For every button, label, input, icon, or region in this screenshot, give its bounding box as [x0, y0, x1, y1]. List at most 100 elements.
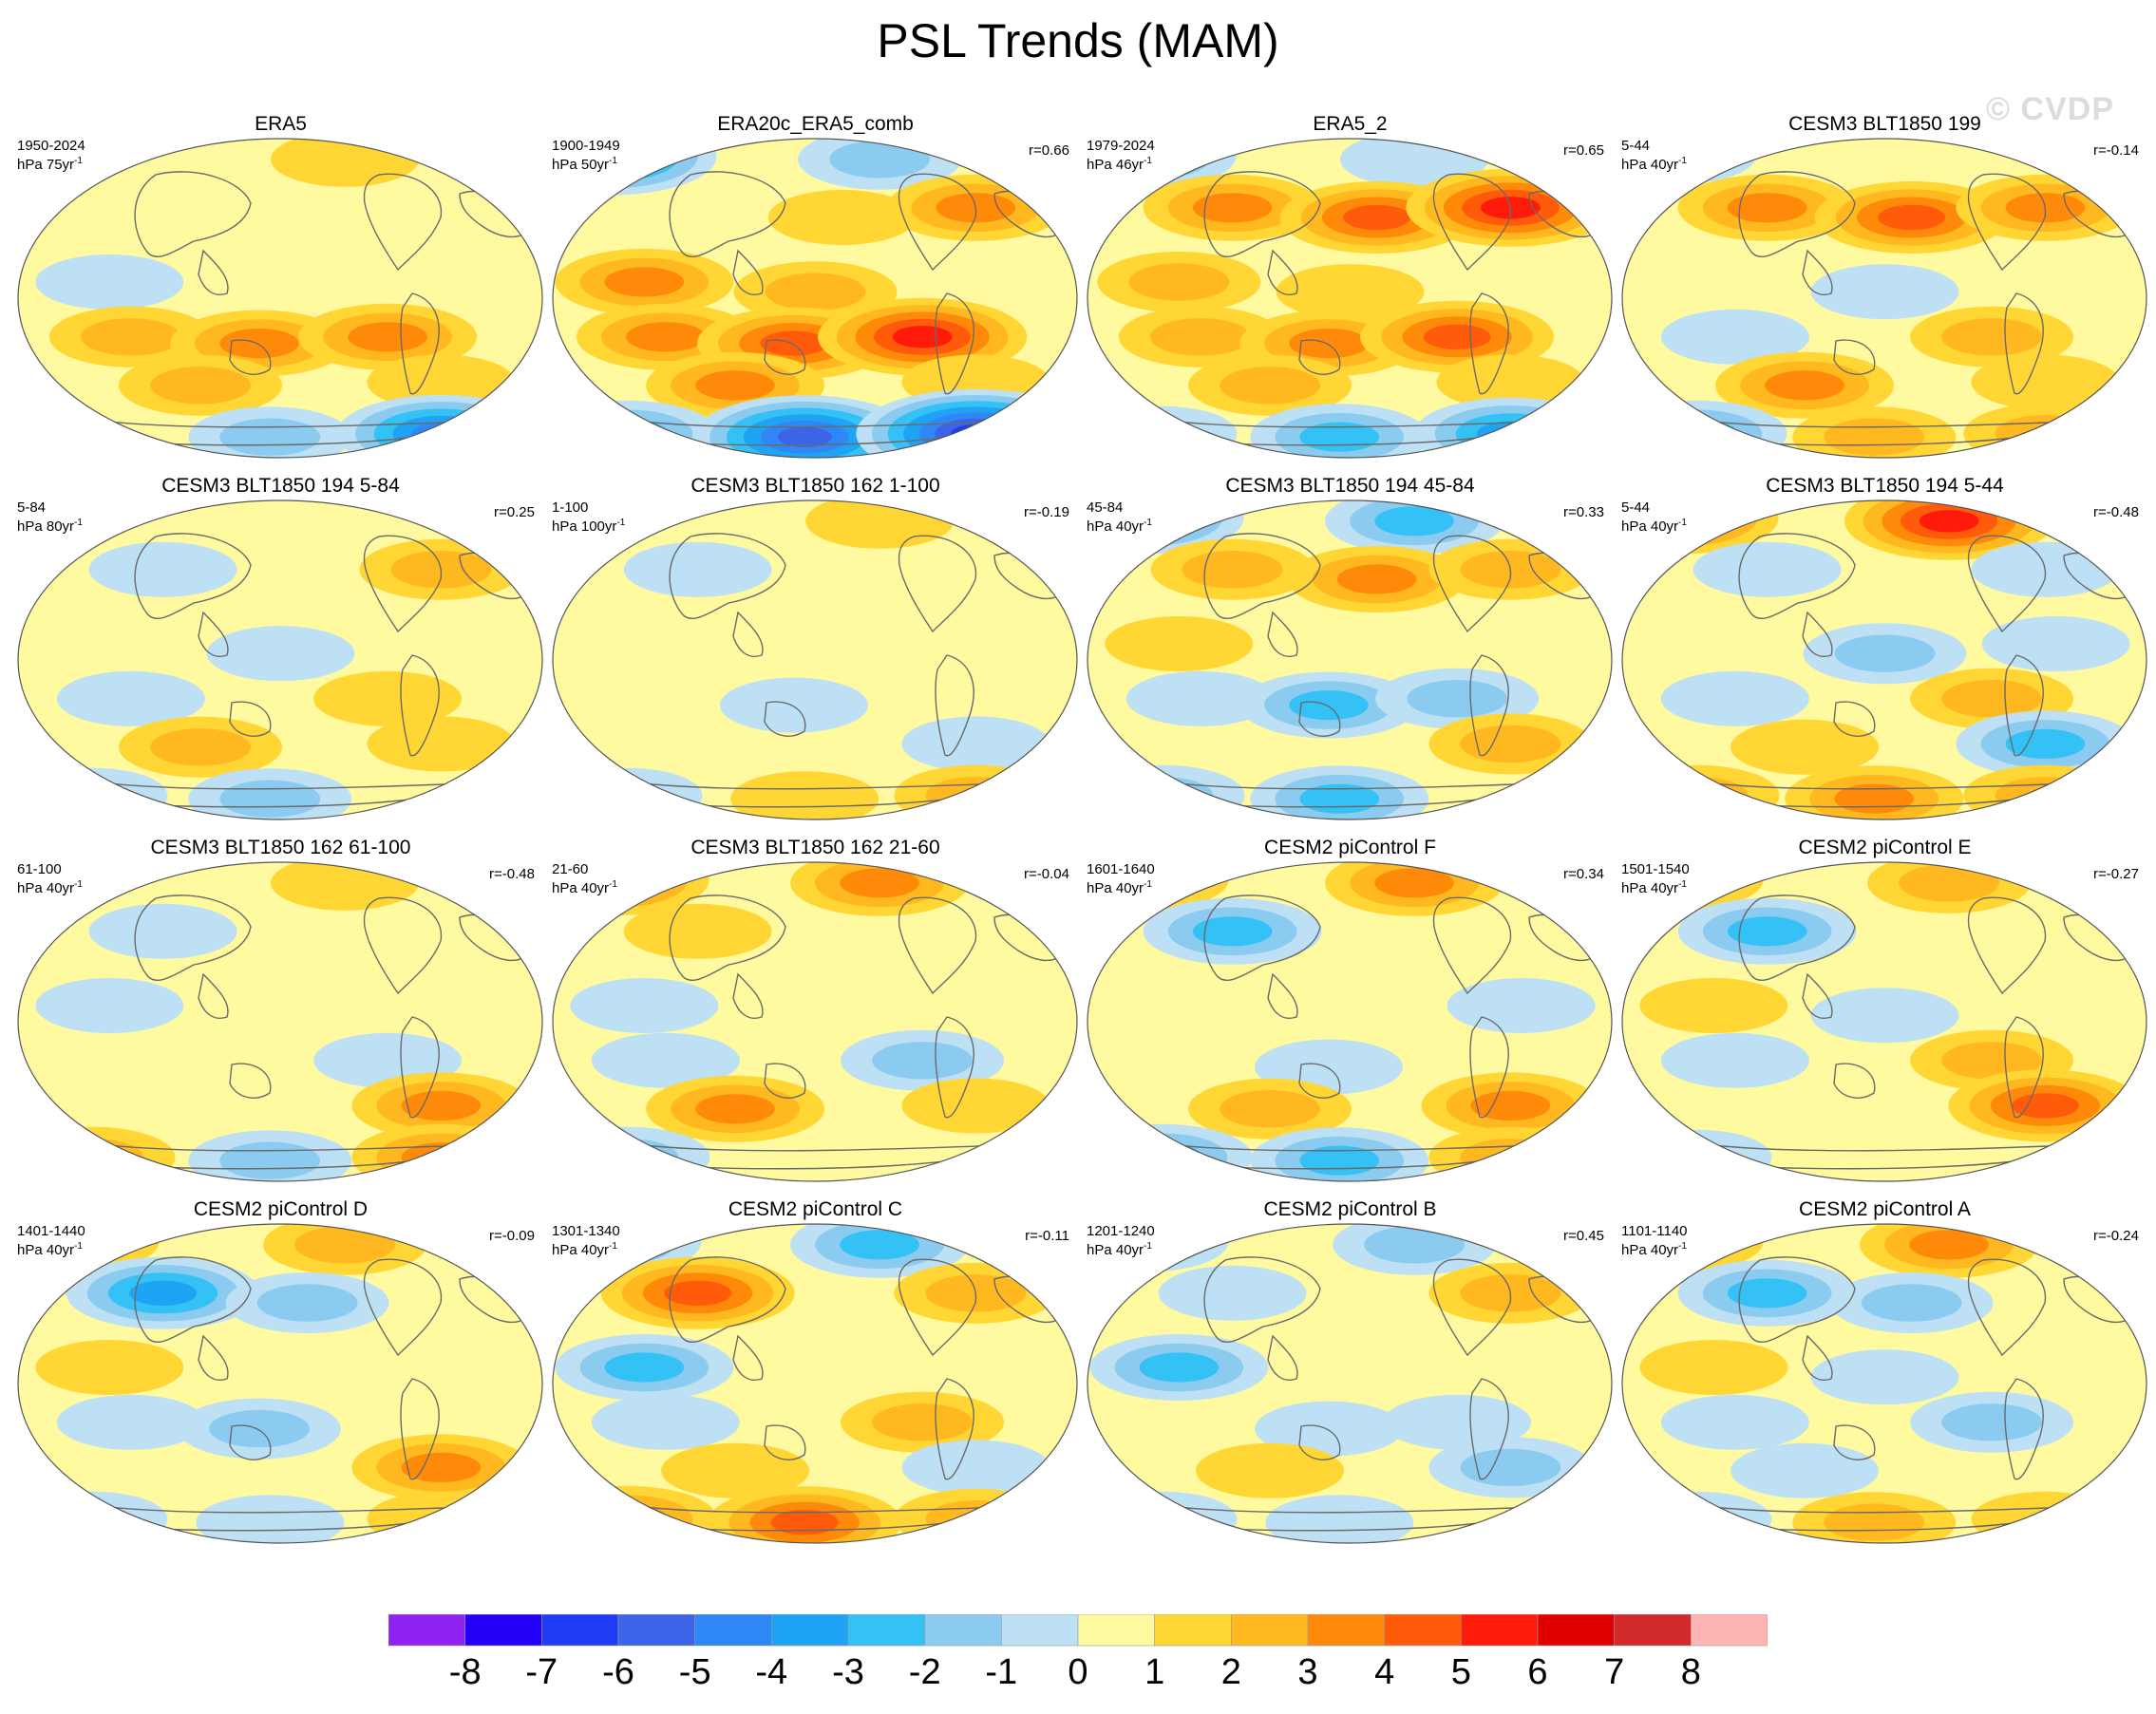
coastline — [363, 896, 443, 995]
coastline — [134, 1256, 252, 1343]
coastline — [2004, 1378, 2044, 1480]
trend-contour — [901, 1440, 1050, 1496]
trend-contour — [1428, 1126, 1593, 1181]
panel-title: CESM2 piControl A — [1799, 1198, 1971, 1220]
map-border — [552, 499, 1078, 820]
trend-contour — [1622, 139, 1756, 184]
trend-contour — [271, 862, 420, 911]
trend-contour — [901, 716, 1050, 772]
trend-contour — [196, 1495, 345, 1543]
panel-period: 1900-1949 — [552, 138, 620, 154]
colorbar-tick-label: -7 — [525, 1652, 558, 1692]
trend-contour — [1455, 413, 1566, 455]
panel-correlation: r=-0.19 — [1024, 504, 1069, 520]
map-panel: CESM3 BLT1850 194 45-84 45-84 hPa 40yr-1 r=… — [1083, 476, 1617, 837]
trend-contour — [1639, 1340, 1788, 1395]
coastline — [134, 171, 252, 257]
colorbar-swatch — [694, 1614, 772, 1647]
coastline — [1469, 292, 1509, 395]
trend-contour — [553, 862, 689, 909]
panel-units: hPa 40yr-1 — [1087, 879, 1152, 896]
trend-contour — [1289, 329, 1369, 359]
map-border — [552, 861, 1078, 1182]
trend-contour — [1091, 500, 1202, 538]
panel-period: 5-44 — [1621, 138, 1651, 154]
coastline — [1469, 1378, 1509, 1480]
panel-title: CESM2 piControl E — [1798, 837, 1972, 858]
trend-contour — [219, 780, 321, 818]
trend-contour — [840, 1230, 919, 1260]
colorbar-swatch — [1231, 1614, 1309, 1647]
map-border — [17, 1223, 543, 1544]
global-map — [17, 861, 543, 1182]
panel-title: CESM3 BLT1850 199 — [1788, 113, 1981, 135]
trend-contour — [43, 1139, 144, 1177]
trend-contour — [570, 978, 719, 1033]
trend-contour — [392, 415, 490, 452]
panel-units: hPa 40yr-1 — [17, 1241, 83, 1258]
coastline — [229, 339, 272, 375]
coastline — [229, 701, 272, 737]
panel-title: ERA20c_ERA5_comb — [717, 113, 914, 135]
trend-contour — [1139, 1352, 1220, 1383]
colorbar-swatch — [771, 1614, 849, 1647]
trend-contour — [1861, 1284, 1962, 1322]
trend-contour — [1995, 777, 2096, 815]
coastline — [1967, 1258, 2047, 1357]
panel-period: 1950-2024 — [17, 138, 85, 154]
colorbar-tick-label: -6 — [602, 1652, 634, 1692]
trend-contour — [1182, 551, 1283, 589]
trend-contour — [1113, 505, 1182, 531]
panel-units: hPa 46yr-1 — [1087, 156, 1152, 173]
colorbar-tick-label: -4 — [755, 1652, 788, 1692]
colorbar-tick-label: -8 — [448, 1652, 482, 1692]
colorbar-tick-label: 4 — [1374, 1652, 1395, 1692]
global-map — [552, 861, 1078, 1182]
panel-units: hPa 40yr-1 — [1621, 156, 1687, 173]
trend-contour — [1730, 1442, 1880, 1498]
coastline — [732, 1334, 764, 1381]
colorbar-tick-label: 8 — [1680, 1652, 1701, 1692]
coastline — [198, 1334, 229, 1381]
coastline — [1267, 1334, 1298, 1381]
panel-title: CESM2 piControl C — [728, 1198, 903, 1220]
trend-contour — [872, 1042, 973, 1080]
trend-contour — [1631, 862, 1732, 899]
trend-contour — [1834, 634, 1936, 672]
panel-correlation: r=-0.27 — [2093, 866, 2139, 882]
coastline — [1802, 972, 1833, 1019]
map-panel: CESM3 BLT1850 199 5-44 hPa 40yr-1 r=-0.14 — [1617, 114, 2152, 475]
coastline — [1967, 896, 2047, 995]
trend-contour — [626, 322, 706, 352]
coastline — [669, 171, 786, 257]
panel-period: 5-84 — [17, 499, 47, 516]
map-panel: ERA5_2 1979-2024 hPa 46yr-1 r=0.65 — [1083, 114, 1617, 475]
trend-contour — [1971, 354, 2120, 410]
map-border — [1621, 861, 2147, 1182]
coastline — [732, 249, 764, 295]
panel-correlation: r=-0.24 — [2093, 1228, 2139, 1244]
coastline — [134, 533, 252, 619]
trend-contour — [1941, 1042, 2042, 1080]
colorbar-swatch — [924, 1614, 1002, 1647]
colorbar-swatch — [1307, 1614, 1385, 1647]
map-border — [552, 1223, 1078, 1544]
colorbar-tick-label: 7 — [1604, 1652, 1625, 1692]
trend-contour — [557, 862, 668, 900]
trend-contour — [1106, 141, 1187, 171]
trend-contour — [88, 903, 237, 959]
coastline — [669, 895, 786, 981]
coastline — [1833, 339, 1876, 375]
panel-title: CESM2 piControl D — [193, 1198, 369, 1220]
map-panel: CESM2 piControl E 1501-1540 hPa 40yr-1 r=-0… — [1617, 838, 2152, 1198]
coastline — [1738, 895, 1856, 981]
colorbar-swatch — [1461, 1614, 1539, 1647]
trend-contour — [664, 1280, 732, 1306]
trend-contour — [563, 139, 661, 175]
trend-contour — [313, 670, 463, 726]
trend-contour — [1727, 193, 1807, 223]
map-border — [1087, 1223, 1613, 1544]
trend-contour — [1995, 415, 2096, 453]
trend-contour — [150, 728, 251, 766]
trend-contour — [1660, 1032, 1809, 1088]
